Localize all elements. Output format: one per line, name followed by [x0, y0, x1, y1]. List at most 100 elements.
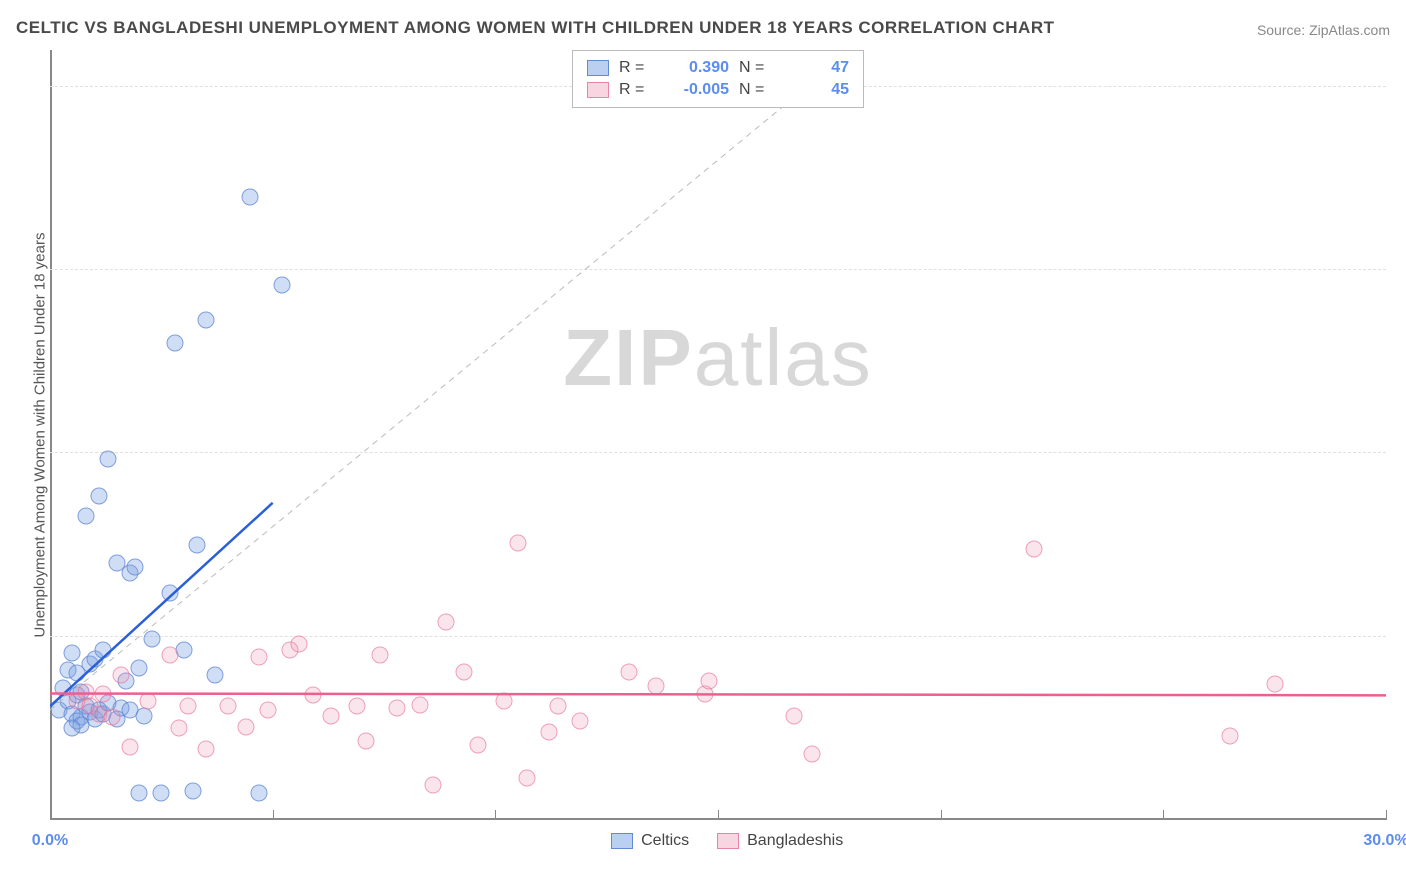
- x-tick-label: 30.0%: [1363, 832, 1406, 850]
- data-point: [131, 784, 148, 801]
- data-point: [139, 692, 156, 709]
- data-point: [237, 718, 254, 735]
- n-label: N =: [739, 81, 774, 99]
- data-point: [64, 645, 81, 662]
- x-tick-mark: [941, 810, 942, 820]
- data-point: [162, 584, 179, 601]
- correlation-legend: R = 0.390 N = 47 R = -0.005 N = 45: [572, 50, 864, 108]
- data-point: [785, 707, 802, 724]
- y-axis-label: Unemployment Among Women with Children U…: [32, 233, 49, 638]
- data-point: [131, 659, 148, 676]
- data-point: [389, 700, 406, 717]
- data-point: [358, 733, 375, 750]
- data-point: [95, 641, 112, 658]
- data-point: [647, 678, 664, 695]
- legend-item: Bangladeshis: [717, 832, 843, 850]
- data-point: [197, 311, 214, 328]
- data-point: [518, 769, 535, 786]
- data-point: [549, 698, 566, 715]
- gridline-h: [50, 636, 1386, 637]
- data-point: [803, 746, 820, 763]
- data-point: [620, 663, 637, 680]
- x-tick-mark: [495, 810, 496, 820]
- data-point: [242, 188, 259, 205]
- data-point: [220, 698, 237, 715]
- legend-item: Celtics: [611, 832, 689, 850]
- legend-swatch: [717, 833, 739, 849]
- x-tick-mark: [273, 810, 274, 820]
- data-point: [77, 507, 94, 524]
- source-name: ZipAtlas.com: [1309, 22, 1390, 38]
- legend-label: Bangladeshis: [747, 832, 843, 850]
- n-value: 45: [784, 81, 849, 99]
- legend-swatch: [587, 60, 609, 76]
- data-point: [90, 487, 107, 504]
- data-point: [509, 535, 526, 552]
- source-prefix: Source:: [1257, 22, 1309, 38]
- data-point: [144, 630, 161, 647]
- data-point: [540, 724, 557, 741]
- n-label: N =: [739, 59, 774, 77]
- data-point: [571, 713, 588, 730]
- gridline-h: [50, 269, 1386, 270]
- data-point: [153, 784, 170, 801]
- data-point: [322, 707, 339, 724]
- series-legend: Celtics Bangladeshis: [611, 832, 843, 850]
- legend-row: R = 0.390 N = 47: [587, 57, 849, 79]
- r-label: R =: [619, 59, 654, 77]
- x-tick-label: 0.0%: [32, 832, 68, 850]
- x-tick-mark: [718, 810, 719, 820]
- data-point: [82, 698, 99, 715]
- chart-area: Unemployment Among Women with Children U…: [50, 50, 1386, 820]
- x-tick-mark: [1163, 810, 1164, 820]
- data-point: [95, 685, 112, 702]
- data-point: [260, 702, 277, 719]
- data-point: [166, 335, 183, 352]
- r-value: -0.005: [664, 81, 729, 99]
- data-point: [135, 707, 152, 724]
- data-point: [438, 614, 455, 631]
- data-point: [113, 667, 130, 684]
- x-tick-mark: [1386, 810, 1387, 820]
- legend-swatch: [587, 82, 609, 98]
- data-point: [1222, 727, 1239, 744]
- legend-swatch: [611, 833, 633, 849]
- source-attribution: Source: ZipAtlas.com: [1257, 22, 1390, 38]
- data-point: [424, 777, 441, 794]
- data-point: [122, 738, 139, 755]
- data-point: [64, 720, 81, 737]
- data-point: [273, 276, 290, 293]
- x-tick-mark: [50, 810, 51, 820]
- data-point: [1026, 540, 1043, 557]
- data-point: [469, 736, 486, 753]
- gridline-h: [50, 452, 1386, 453]
- data-point: [456, 663, 473, 680]
- data-point: [349, 698, 366, 715]
- data-point: [162, 647, 179, 664]
- data-point: [197, 740, 214, 757]
- data-point: [188, 537, 205, 554]
- data-point: [180, 698, 197, 715]
- data-point: [291, 636, 308, 653]
- r-value: 0.390: [664, 59, 729, 77]
- plot-area: 10.0%20.0%30.0%40.0%0.0%30.0%: [50, 50, 1386, 820]
- chart-title: CELTIC VS BANGLADESHI UNEMPLOYMENT AMONG…: [16, 18, 1055, 38]
- legend-label: Celtics: [641, 832, 689, 850]
- data-point: [104, 709, 121, 726]
- data-point: [304, 687, 321, 704]
- r-label: R =: [619, 81, 654, 99]
- data-point: [251, 784, 268, 801]
- data-point: [1266, 676, 1283, 693]
- data-point: [411, 696, 428, 713]
- data-point: [171, 720, 188, 737]
- data-point: [99, 450, 116, 467]
- data-point: [184, 782, 201, 799]
- data-point: [371, 647, 388, 664]
- data-point: [496, 692, 513, 709]
- data-point: [701, 672, 718, 689]
- data-point: [206, 667, 223, 684]
- n-value: 47: [784, 59, 849, 77]
- data-point: [126, 559, 143, 576]
- data-point: [251, 648, 268, 665]
- legend-row: R = -0.005 N = 45: [587, 79, 849, 101]
